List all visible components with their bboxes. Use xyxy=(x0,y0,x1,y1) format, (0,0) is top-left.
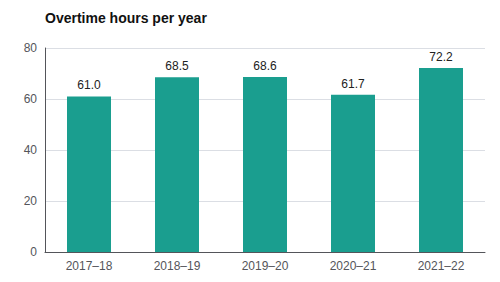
svg-text:2018–19: 2018–19 xyxy=(154,259,201,273)
svg-text:61.0: 61.0 xyxy=(77,78,101,92)
svg-text:2019–20: 2019–20 xyxy=(242,259,289,273)
svg-text:80: 80 xyxy=(24,41,38,55)
svg-text:40: 40 xyxy=(24,143,38,157)
svg-text:20: 20 xyxy=(24,194,38,208)
svg-text:61.7: 61.7 xyxy=(341,77,365,91)
svg-text:2020–21: 2020–21 xyxy=(330,259,377,273)
svg-text:2017–18: 2017–18 xyxy=(66,259,113,273)
svg-text:60: 60 xyxy=(24,92,38,106)
svg-text:68.5: 68.5 xyxy=(165,59,189,73)
svg-text:68.6: 68.6 xyxy=(253,59,277,73)
svg-text:72.2: 72.2 xyxy=(429,50,453,64)
svg-text:2021–22: 2021–22 xyxy=(418,259,465,273)
svg-text:Overtime hours per year: Overtime hours per year xyxy=(45,10,207,26)
svg-text:0: 0 xyxy=(30,245,37,259)
